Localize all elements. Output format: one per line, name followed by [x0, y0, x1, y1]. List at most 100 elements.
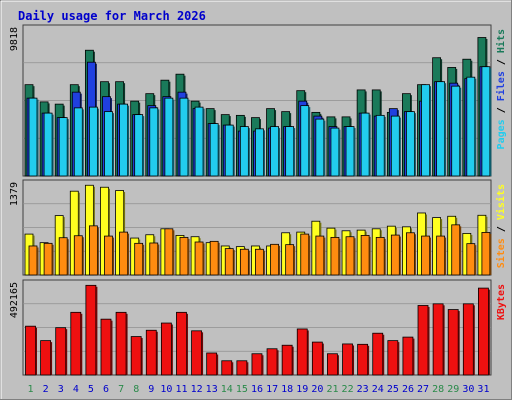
kbytes-bar [160, 322, 172, 376]
sites-bar [88, 225, 98, 276]
x-tick-label: 16 [251, 384, 263, 395]
x-tick-label: 12 [191, 384, 203, 395]
x-tick-label: 29 [447, 384, 459, 395]
x-tick-label: 1 [28, 384, 34, 395]
kbytes-bar [357, 343, 369, 376]
x-tick-label: 31 [477, 384, 489, 395]
sites-bar [134, 242, 144, 276]
sites-bar [421, 235, 430, 276]
x-tick-label: 24 [372, 384, 384, 395]
hits-files-pages-legend: Pages / Files / Hits [495, 29, 507, 149]
legend-entry: Sites [495, 238, 507, 268]
pages-bar [164, 97, 174, 177]
legend-entry: Files [495, 71, 507, 101]
pages-bar [209, 123, 219, 177]
kbytes-bar [327, 353, 338, 376]
x-tick-label: 27 [417, 384, 429, 395]
y-axis-max-label: 9818 [9, 27, 20, 51]
pages-bar [481, 66, 491, 177]
x-tick-label: 3 [58, 384, 64, 395]
legend-entry: Pages [496, 119, 507, 149]
pages-bar [406, 111, 415, 177]
pages-bar [436, 81, 446, 177]
pages-bar [466, 76, 476, 177]
sites-bar [375, 236, 385, 276]
x-tick-label: 18 [281, 384, 293, 395]
x-tick-label: 19 [296, 384, 308, 395]
legend-entry: Visits [495, 184, 507, 220]
kbytes-bar [191, 330, 202, 376]
x-tick-label: 14 [221, 384, 233, 395]
x-tick-label: 2 [43, 384, 49, 395]
pages-bar [43, 112, 53, 177]
pages-bar [194, 106, 204, 177]
kbytes-bar [266, 348, 278, 376]
kbytes-bar [130, 336, 142, 376]
legend-entry: KBytes [496, 284, 507, 320]
sites-bar [164, 228, 174, 276]
kbytes-bar [432, 303, 444, 376]
kbytes-bar [70, 311, 82, 376]
kbytes-bar [55, 327, 67, 376]
kbytes-bar [342, 343, 353, 376]
sites-bar [345, 236, 355, 276]
sites-bar [300, 233, 310, 276]
y-axis-max-label: 1379 [9, 182, 20, 206]
visits-sites-legend: Sites / Visits [495, 184, 507, 268]
kbytes-bar [145, 329, 157, 376]
x-tick-label: 13 [206, 384, 218, 395]
pages-bar [390, 115, 400, 177]
pages-bar [300, 105, 310, 177]
x-tick-label: 30 [462, 384, 474, 395]
kbytes-bar [236, 360, 248, 376]
sites-bar [119, 231, 128, 276]
sites-bar [390, 234, 400, 276]
sites-bar [239, 248, 249, 276]
hits-files-pages-panel: 9818 Pages / Files / Hits [9, 24, 507, 177]
x-tick-label: 22 [342, 384, 354, 395]
x-tick-label: 28 [432, 384, 444, 395]
pages-bar [224, 124, 234, 177]
kbytes-bar [100, 318, 112, 376]
sites-bar [73, 235, 83, 276]
pages-bar [119, 103, 128, 177]
sites-bar [255, 248, 264, 276]
kbytes-bar [176, 311, 187, 376]
x-tick-label: 25 [387, 384, 399, 395]
sites-bar [270, 243, 279, 276]
sites-bar [451, 224, 461, 276]
kbytes-bar [25, 325, 36, 376]
kbytes-bar [402, 336, 414, 376]
sites-bar [330, 236, 340, 276]
pages-bar [58, 117, 68, 177]
kbytes-legend: KBytes [496, 284, 507, 320]
pages-bar [134, 114, 144, 177]
x-tick-label: 23 [357, 384, 369, 395]
kbytes-bar [221, 360, 233, 376]
kbytes-bar [85, 284, 97, 376]
pages-bar [451, 85, 461, 177]
legend-entry: Hits [495, 29, 507, 53]
x-tick-label: 26 [402, 384, 414, 395]
pages-bar [104, 111, 113, 177]
pages-bar [179, 97, 189, 177]
x-tick-label: 8 [133, 384, 139, 395]
kbytes-bar [387, 340, 399, 376]
pages-bar [421, 84, 430, 177]
pages-bar [88, 106, 98, 177]
sites-bar [209, 240, 219, 276]
sites-bar [43, 242, 53, 276]
x-tick-label: 17 [266, 384, 278, 395]
kbytes-bar [251, 353, 263, 376]
pages-bar [255, 128, 264, 177]
sites-bar [466, 243, 476, 276]
pages-bar [285, 126, 295, 177]
x-tick-label: 20 [311, 384, 323, 395]
x-tick-label: 21 [326, 384, 338, 395]
sites-bar [481, 232, 491, 276]
sites-bar [179, 236, 189, 276]
kbytes-panel: 492165 KBytes [9, 279, 507, 376]
pages-bar [73, 107, 83, 177]
x-tick-label: 9 [148, 384, 154, 395]
